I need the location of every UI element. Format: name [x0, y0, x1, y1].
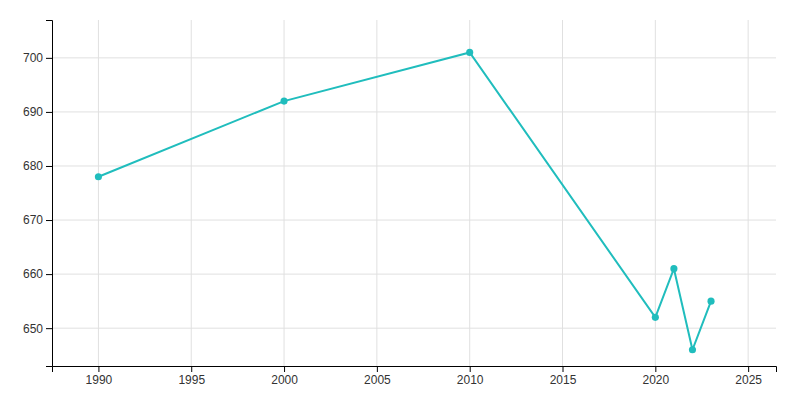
tick: 680	[23, 159, 52, 173]
grid-line	[52, 57, 776, 58]
tick-mark	[377, 366, 378, 372]
tick-label: 690	[23, 105, 43, 119]
point	[652, 314, 659, 321]
axis-domain	[46, 21, 53, 367]
tick: 2025	[735, 366, 762, 387]
point	[689, 346, 696, 353]
tick-label: 670	[23, 213, 43, 227]
tick-mark	[748, 366, 749, 372]
tick-mark	[655, 366, 656, 372]
tick-mark	[563, 366, 564, 372]
line	[98, 52, 711, 349]
tick-mark	[191, 366, 192, 372]
tick-label: 1990	[86, 373, 113, 387]
tick: 2015	[550, 366, 577, 387]
grid-line	[469, 20, 470, 366]
tick: 2010	[457, 366, 484, 387]
tick: 2000	[271, 366, 298, 387]
tick: 2020	[642, 366, 669, 387]
tick-mark	[46, 328, 52, 329]
tick: 1990	[86, 366, 113, 387]
tick-mark	[98, 366, 99, 372]
tick: 690	[23, 105, 52, 119]
tick-label: 1995	[178, 373, 205, 387]
grid-line	[52, 111, 776, 112]
tick-label: 680	[23, 159, 43, 173]
grid	[52, 20, 776, 366]
grid-line	[98, 20, 99, 366]
tick-label: 650	[23, 321, 43, 335]
tick-mark	[46, 220, 52, 221]
grid-line	[191, 20, 192, 366]
tick-mark	[46, 166, 52, 167]
tick: 700	[23, 51, 52, 65]
axis-domain	[53, 367, 777, 373]
tick-mark	[46, 274, 52, 275]
tick-label: 2020	[642, 373, 669, 387]
grid-line	[376, 20, 377, 366]
point	[466, 49, 473, 56]
tick-label: 660	[23, 267, 43, 281]
tick-label: 2010	[457, 373, 484, 387]
tick: 670	[23, 213, 52, 227]
grid-line	[52, 165, 776, 166]
tick-mark	[470, 366, 471, 372]
grid-line	[52, 328, 776, 329]
chart: 1990 1995 2000 2005 2010 2015 2020 2025 650 660 67…	[0, 0, 800, 400]
grid-line	[562, 20, 563, 366]
tick-label: 2000	[271, 373, 298, 387]
point	[707, 298, 714, 305]
tick: 1995	[178, 366, 205, 387]
tick-mark	[46, 112, 52, 113]
point	[280, 98, 287, 105]
tick-mark	[284, 366, 285, 372]
plot-area: 1990 1995 2000 2005 2010 2015 2020 2025 650 660 67…	[23, 20, 777, 387]
x-axis: 1990 1995 2000 2005 2010 2015 2020 2025	[53, 366, 777, 387]
tick-label: 2005	[364, 373, 391, 387]
tick-label: 2025	[735, 373, 762, 387]
point	[95, 173, 102, 180]
tick-label: 2015	[550, 373, 577, 387]
grid-line	[284, 20, 285, 366]
tick: 650	[23, 321, 52, 335]
point	[670, 265, 677, 272]
grid-line	[748, 20, 749, 366]
grid-line	[52, 220, 776, 221]
tick-label: 700	[23, 51, 43, 65]
tick-mark	[46, 58, 52, 59]
tick: 2005	[364, 366, 391, 387]
grid-line	[52, 274, 776, 275]
series	[95, 49, 715, 353]
tick: 660	[23, 267, 52, 281]
y-axis: 650 660 670 680 690 700	[23, 21, 53, 367]
